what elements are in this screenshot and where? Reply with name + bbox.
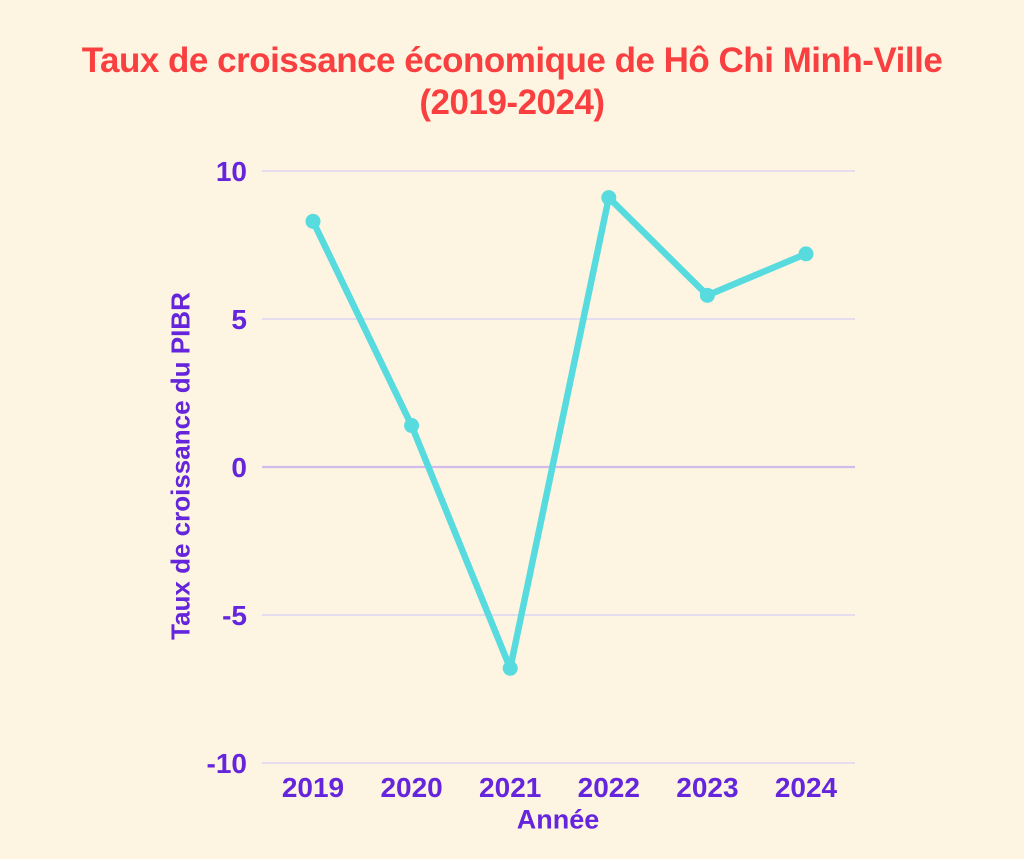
x-tick-label-2019: 2019 (282, 772, 344, 803)
data-point-2019 (305, 213, 321, 229)
x-tick-label-2020: 2020 (380, 772, 442, 803)
y-tick-label: -5 (222, 600, 247, 631)
data-point-2020 (404, 418, 420, 434)
chart-title-line1: Taux de croissance économique de Hô Chi … (81, 41, 943, 80)
y-tick-label: -10 (207, 748, 247, 779)
data-point-2021 (502, 660, 518, 676)
series-line (309, 194, 810, 672)
x-tick-label-2024: 2024 (775, 772, 838, 803)
data-point-2024 (798, 246, 814, 262)
chart-title: Taux de croissance économique de Hô Chi … (0, 40, 1024, 124)
x-tick-label-2022: 2022 (578, 772, 640, 803)
x-axis-title: Année (516, 804, 600, 835)
x-tick-label-2023: 2023 (676, 772, 738, 803)
chart-title-line2: (2019-2024) (419, 83, 605, 122)
y-tick-label: 10 (216, 156, 247, 187)
data-point-2023 (699, 287, 715, 303)
y-tick-label: 0 (231, 452, 247, 483)
data-point-2022 (601, 190, 617, 206)
y-tick-label: 5 (231, 304, 247, 335)
x-tick-label-2021: 2021 (479, 772, 541, 803)
